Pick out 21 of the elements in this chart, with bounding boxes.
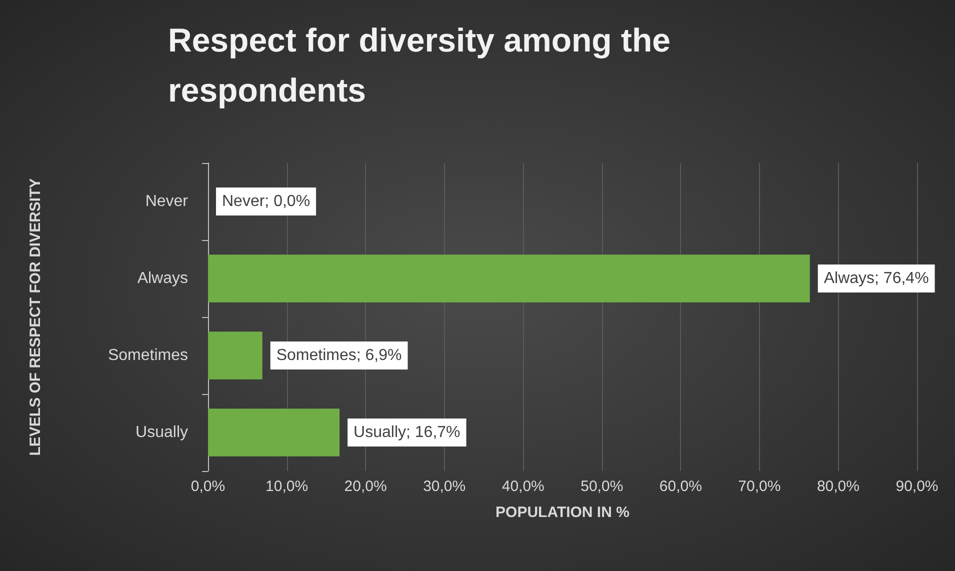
x-tick-label: 10,0%: [266, 478, 308, 495]
data-label: Never; 0,0%: [222, 193, 310, 210]
x-tick-label: 90,0%: [896, 478, 938, 495]
chart-title: Respect for diversity among the respondents: [168, 22, 680, 108]
y-tick-label: Usually: [136, 424, 188, 441]
x-axis-title: POPULATION IN %: [496, 504, 630, 521]
y-axis-title: LEVELS OF RESPECT FOR DIVERSITY: [27, 178, 44, 456]
x-tick-label: 60,0%: [659, 478, 702, 495]
y-tick-label: Sometimes: [108, 347, 188, 364]
x-tick-label: 20,0%: [344, 478, 387, 495]
data-label: Usually; 16,7%: [354, 424, 460, 441]
data-label: Sometimes; 6,9%: [276, 347, 402, 364]
y-tick-label: Never: [145, 193, 189, 210]
x-tick-label: 70,0%: [738, 478, 781, 495]
data-label: Always; 76,4%: [824, 270, 929, 287]
x-tick-label: 40,0%: [502, 478, 544, 495]
x-tick-label: 30,0%: [423, 478, 466, 495]
y-tick-label: Always: [137, 270, 188, 287]
x-tick-label: 80,0%: [816, 478, 860, 495]
x-tick-label: 0,0%: [190, 478, 226, 495]
x-tick-label: 50,0%: [580, 478, 624, 495]
